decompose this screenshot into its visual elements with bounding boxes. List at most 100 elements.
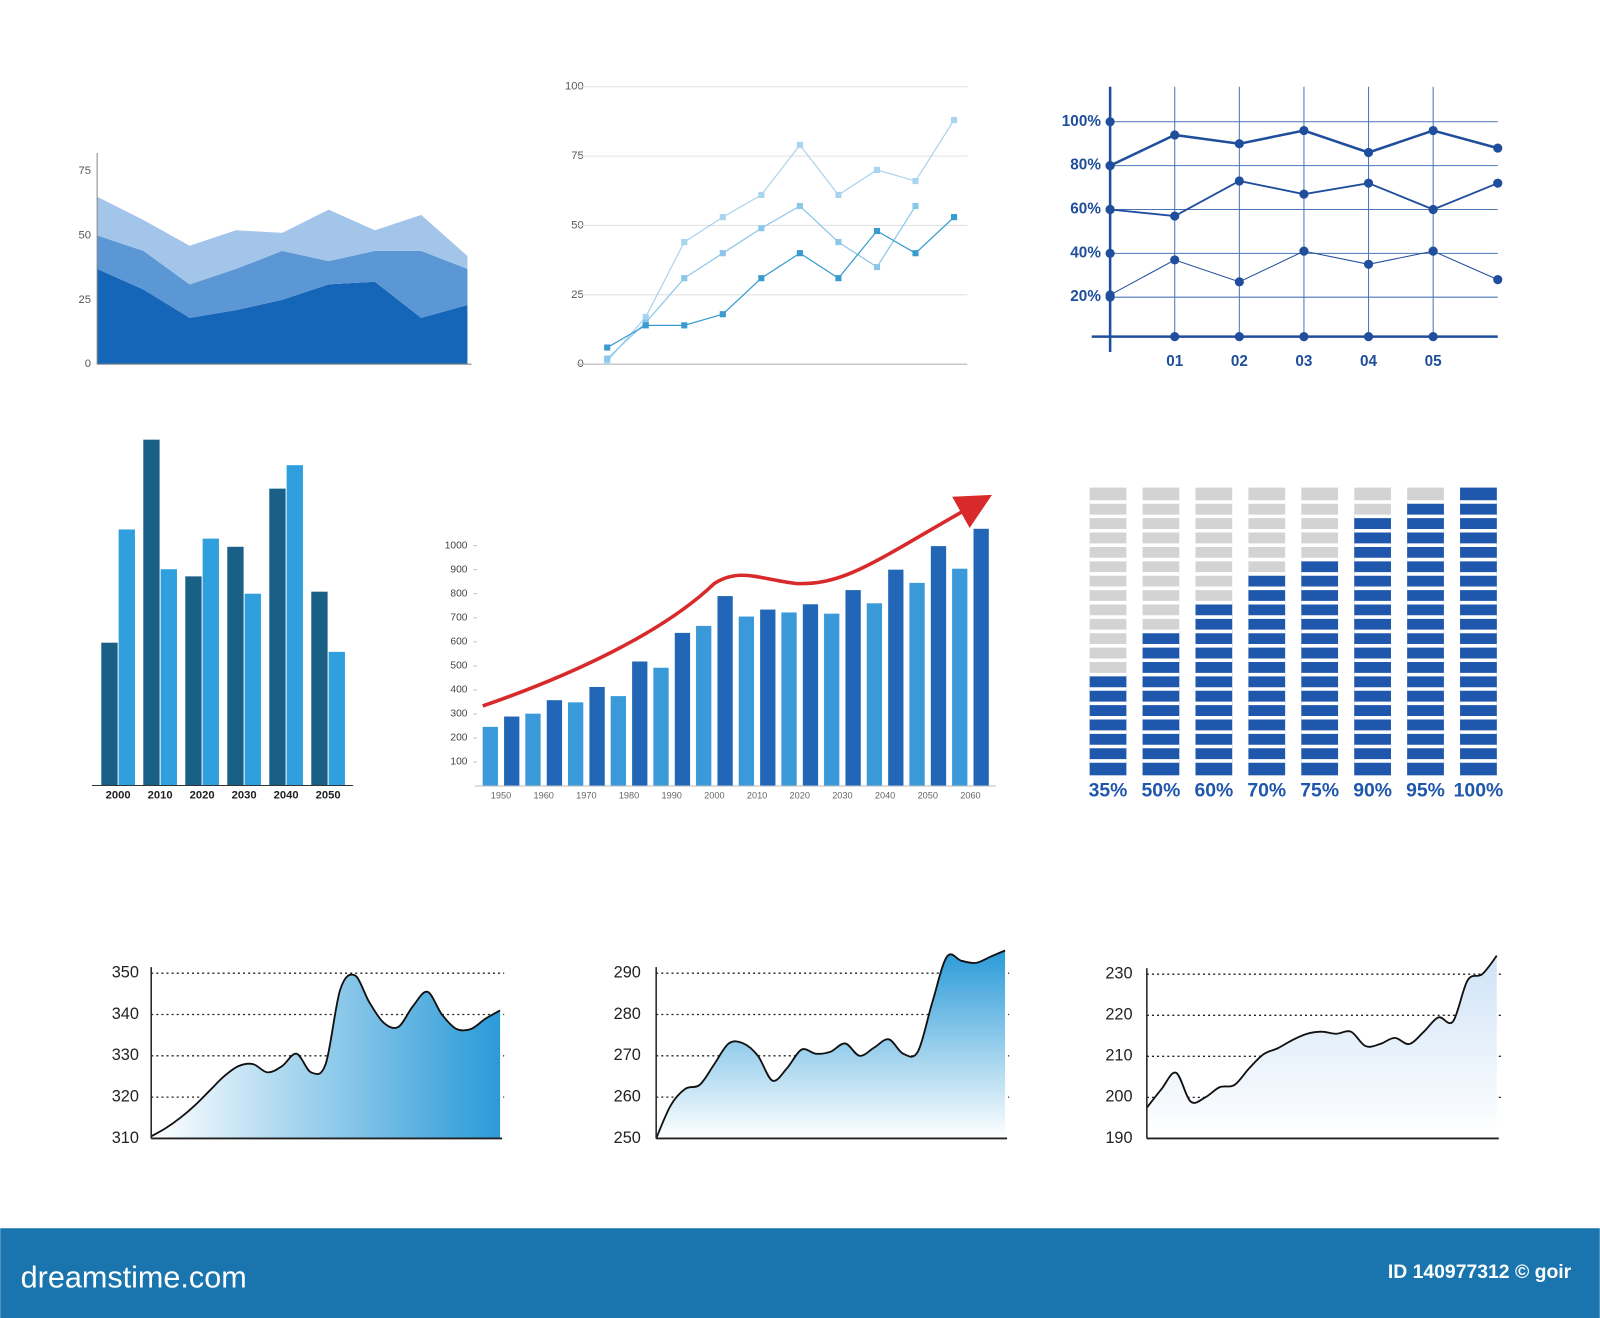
point (1105, 290, 1115, 300)
bar (973, 528, 989, 787)
point (1105, 161, 1115, 171)
bar (244, 593, 261, 786)
progress-fill (1089, 674, 1127, 776)
bar (101, 642, 118, 786)
point (796, 141, 803, 149)
point (1299, 246, 1309, 256)
point (1428, 204, 1438, 215)
y-tick-label: 40% (1070, 244, 1101, 261)
x-tick-label: 2020 (790, 791, 810, 801)
point (1363, 178, 1374, 188)
bar (909, 582, 925, 787)
x-tick-label: 1950 (491, 791, 511, 801)
point (719, 311, 726, 318)
point (950, 116, 958, 124)
x-tick-label: 1970 (576, 791, 596, 801)
y-tick-label: 280 (614, 1005, 641, 1023)
bar (717, 596, 733, 787)
y-tick-label: 1000 (445, 540, 468, 551)
point (1493, 178, 1503, 188)
bar (525, 713, 541, 787)
bar (738, 616, 755, 787)
x-tick-label: 2050 (316, 790, 341, 802)
bar (781, 612, 797, 787)
bar (760, 609, 776, 787)
bar (952, 568, 968, 787)
y-tick-label: 0 (85, 358, 91, 370)
x-tick-label: 2030 (832, 791, 852, 801)
bar (632, 661, 648, 787)
point (873, 227, 881, 235)
area-line (655, 949, 1006, 1139)
y-tick-label: 900 (450, 564, 467, 575)
y-tick-label: 230 (1105, 965, 1132, 983)
x-tick-label: 2050 (918, 791, 938, 801)
area-layer (97, 235, 468, 318)
x-tick-label: 2000 (106, 790, 131, 802)
point (1170, 211, 1180, 221)
y-tick-label: 330 (112, 1046, 139, 1064)
point (1493, 275, 1503, 285)
area-fill (1146, 955, 1497, 1139)
x-tick-label: 05 (1425, 353, 1443, 370)
bar (546, 700, 563, 787)
bar (286, 465, 303, 786)
x-tick-label: 2010 (148, 790, 173, 802)
y-tick-label: 340 (112, 1005, 139, 1023)
progress-label: 60% (1194, 780, 1233, 802)
point (719, 214, 726, 221)
bar (269, 488, 286, 786)
footer-brand: dreamstime.com (21, 1260, 247, 1294)
footer-id: ID 140977312 © goir (1388, 1261, 1572, 1283)
bar (160, 569, 177, 786)
progress-label: 75% (1300, 780, 1339, 802)
bar (504, 716, 520, 787)
x-tick-label: 2040 (274, 790, 299, 802)
point (681, 275, 688, 282)
y-tick-label: 350 (112, 964, 139, 982)
x-tick-label: 1960 (533, 791, 553, 801)
line-series (606, 119, 955, 362)
y-tick-label: 200 (450, 733, 467, 744)
bar (866, 603, 883, 787)
bar (888, 569, 904, 787)
y-tick-label: 320 (112, 1087, 139, 1105)
point (642, 322, 649, 329)
bar (568, 702, 584, 787)
progress-label: 70% (1247, 780, 1286, 802)
bar (143, 439, 160, 786)
x-tick-label: 02 (1231, 353, 1248, 370)
y-tick-label: 600 (450, 636, 467, 647)
bar (185, 576, 202, 786)
point (835, 239, 842, 246)
point (1428, 246, 1438, 256)
bar (227, 546, 244, 786)
bar (482, 726, 498, 787)
point (912, 202, 919, 210)
bar (328, 651, 345, 786)
y-tick-label: 190 (1105, 1129, 1132, 1147)
area-fill (151, 974, 501, 1139)
x-tick-label: 1980 (619, 791, 639, 801)
y-tick-label: 200 (1105, 1088, 1132, 1106)
progress-label: 95% (1406, 780, 1445, 802)
bar (202, 538, 219, 786)
point (719, 250, 726, 257)
y-tick-label: 270 (614, 1046, 641, 1064)
y-tick-label: 300 (450, 709, 467, 720)
y-tick-label: 100 (565, 81, 584, 93)
x-tick-label: 03 (1295, 353, 1312, 370)
x-tick-label: 2010 (747, 791, 767, 801)
point (835, 191, 842, 198)
y-tick-label: 20% (1070, 288, 1101, 305)
x-tick-label: 04 (1360, 353, 1378, 370)
area-line (1146, 955, 1498, 1109)
y-tick-label: 80% (1070, 157, 1101, 174)
point (642, 313, 649, 321)
point (912, 250, 919, 257)
area-layer (97, 268, 468, 365)
area-layer (97, 196, 468, 285)
y-tick-label: 700 (450, 612, 467, 623)
